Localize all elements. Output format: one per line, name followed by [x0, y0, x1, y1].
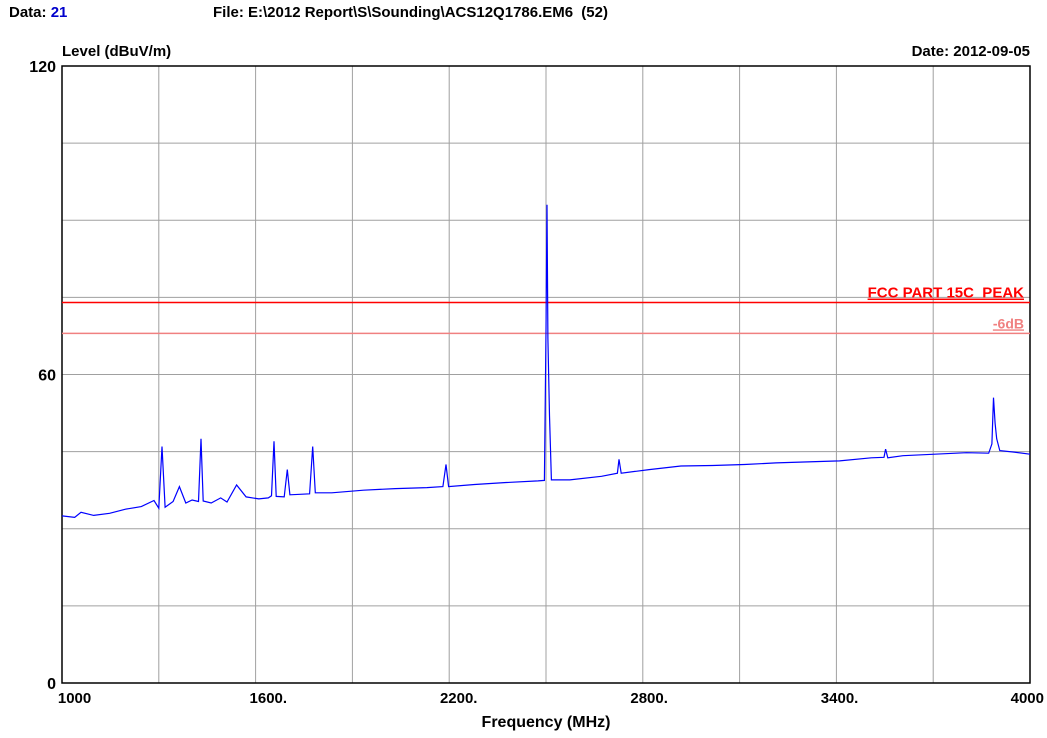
y-tick-label: 120	[29, 59, 56, 76]
x-axis-label: Frequency (MHz)	[482, 714, 611, 731]
data-readout: Data: 21	[9, 4, 67, 21]
axis-labels: 1000 1600. 2200. 2800. 3400. 4000 0 60 120 Level …	[29, 43, 1044, 731]
y-tick-label: 60	[38, 368, 56, 385]
limit-line-label: FCC PART 15C PEAK	[868, 285, 1025, 302]
plot-frame	[61, 65, 1031, 684]
grid	[62, 66, 1030, 683]
file-readout: File: E:\2012 Report\S\Sounding\ACS12Q17…	[213, 4, 608, 21]
y-axis-label: Level (dBuV/m)	[62, 43, 171, 60]
x-tick-label: 1000	[58, 690, 91, 707]
x-tick-label: 3400.	[821, 690, 859, 707]
x-tick-label: 1600.	[250, 690, 288, 707]
file-label: File:	[213, 4, 244, 21]
x-tick-label: 4000	[1011, 690, 1044, 707]
x-tick-label: 2800.	[630, 690, 668, 707]
file-index: (52)	[581, 4, 608, 21]
data-value: 21	[50, 4, 68, 21]
x-tick-label: 2200.	[440, 690, 478, 707]
date-readout: Date: 2012-09-05	[912, 43, 1030, 60]
series-trace	[61, 204, 1031, 519]
data-label: Data:	[9, 4, 47, 21]
limit-line-label: -6dB	[993, 315, 1024, 331]
file-path: E:\2012 Report\S\Sounding\ACS12Q1786.EM6	[248, 4, 574, 21]
y-tick-label: 0	[47, 676, 56, 693]
